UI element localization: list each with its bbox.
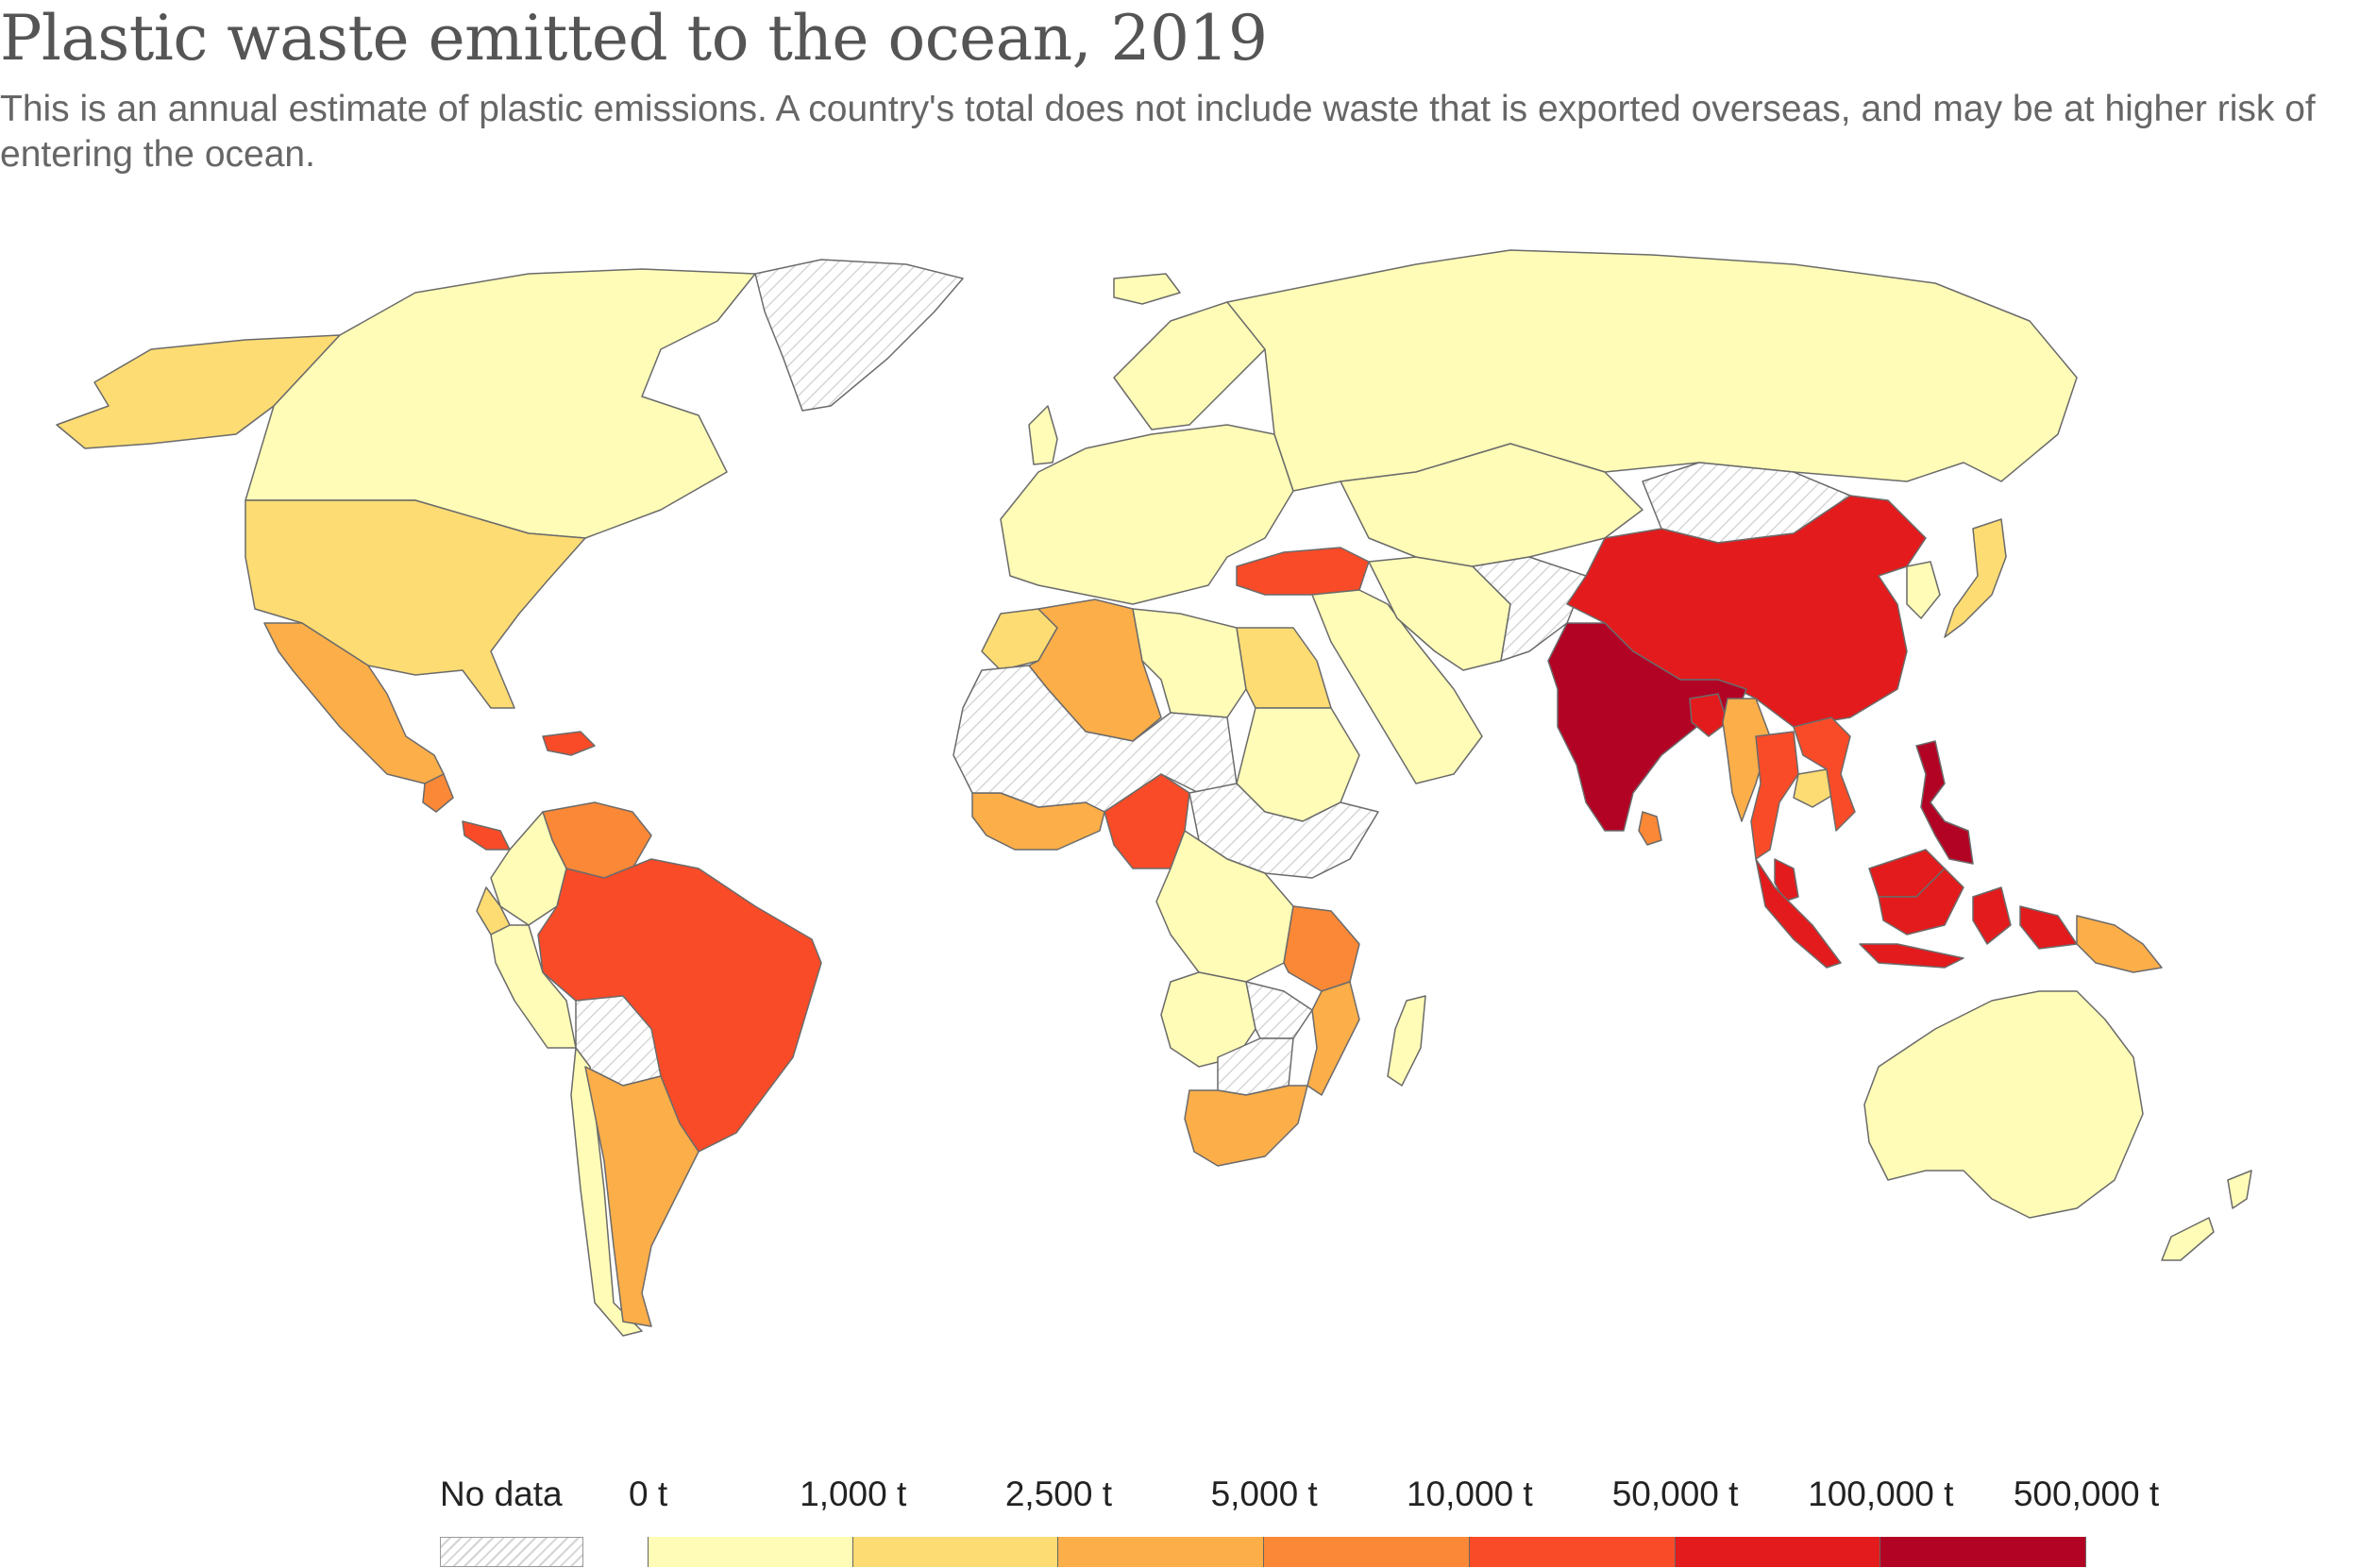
region-zambia[interactable]: [1245, 981, 1313, 1039]
region-bangladesh[interactable]: [1689, 693, 1728, 737]
legend-bin-2: [1058, 1537, 1265, 1567]
region-dominican-republic[interactable]: [542, 731, 596, 756]
legend-stop-label-7: 500,000 t: [2013, 1475, 2160, 1513]
map-legend: No data 0 t 1,000 t 2,500 t 5,000 t 10,000 t…: [0, 1473, 2360, 1568]
region-canada[interactable]: [244, 268, 756, 539]
region-sahel[interactable]: [952, 665, 1238, 813]
region-thailand[interactable]: [1750, 731, 1799, 860]
region-korea[interactable]: [1906, 561, 1941, 619]
world-map: [56, 249, 2252, 1337]
legend-stop-label-2: 2,500 t: [1004, 1475, 1112, 1513]
region-usa[interactable]: [244, 499, 586, 709]
legend-stop-label-1: 1,000 t: [800, 1475, 907, 1513]
region-india[interactable]: [1547, 622, 1747, 832]
legend-bin-4: [1469, 1537, 1676, 1567]
region-peru[interactable]: [490, 924, 577, 1049]
legend-stop-label-6: 100,000 t: [1808, 1475, 1954, 1513]
legend-bin-6: [1880, 1537, 2086, 1567]
region-egypt[interactable]: [1236, 627, 1332, 709]
legend-no-data-swatch: [440, 1537, 583, 1567]
region-australia[interactable]: [1863, 990, 2144, 1219]
region-vietnam[interactable]: [1793, 717, 1856, 832]
region-indonesia[interactable]: [1755, 858, 2078, 969]
region-guatemala[interactable]: [422, 773, 454, 813]
legend-color-scale: [648, 1537, 2086, 1567]
region-mozambique[interactable]: [1306, 981, 1360, 1096]
region-uk[interactable]: [1028, 405, 1058, 465]
region-argentina[interactable]: [584, 1066, 700, 1327]
region-madagascar[interactable]: [1387, 995, 1426, 1087]
region-myanmar[interactable]: [1722, 698, 1771, 822]
legend-bin-1: [852, 1537, 1059, 1567]
legend-bin-3: [1264, 1537, 1470, 1567]
legend-bin-5: [1675, 1537, 1881, 1567]
region-cambodia[interactable]: [1793, 768, 1837, 808]
region-alaska[interactable]: [56, 334, 341, 449]
region-papua-new-guinea[interactable]: [2076, 915, 2163, 973]
region-iceland[interactable]: [1113, 273, 1181, 305]
region-russia[interactable]: [1226, 249, 2078, 492]
region-new-zealand[interactable]: [2161, 1170, 2252, 1261]
legend-bin-0: [648, 1537, 853, 1567]
region-japan[interactable]: [1944, 518, 2007, 638]
region-greenland[interactable]: [754, 259, 964, 412]
page-subtitle: This is an annual estimate of plastic em…: [0, 89, 2316, 175]
region-europe[interactable]: [1000, 424, 1294, 605]
legend-stop-label-0: 0 t: [629, 1475, 668, 1513]
page-title: Plastic waste emitted to the ocean, 2019: [0, 2, 1268, 75]
legend-stop-label-4: 10,000 t: [1406, 1475, 1533, 1513]
region-turkey[interactable]: [1236, 547, 1370, 596]
region-middle-east[interactable]: [1311, 589, 1483, 784]
region-south-africa[interactable]: [1184, 1085, 1308, 1167]
region-sri-lanka[interactable]: [1638, 811, 1662, 846]
legend-no-data-label: No data: [440, 1475, 563, 1513]
region-philippines[interactable]: [1915, 740, 1974, 865]
legend-stop-label-3: 5,000 t: [1210, 1475, 1318, 1513]
legend-stop-label-5: 50,000 t: [1611, 1475, 1739, 1513]
region-afghanistan[interactable]: [1472, 556, 1587, 662]
region-panama[interactable]: [462, 820, 511, 851]
region-tanzania[interactable]: [1283, 905, 1360, 992]
